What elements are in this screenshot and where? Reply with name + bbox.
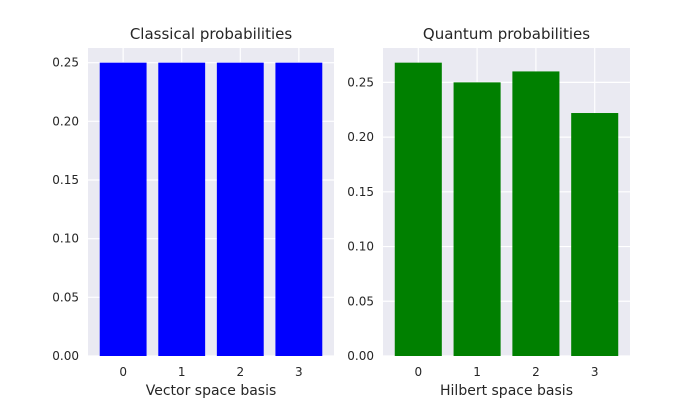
classical-y-tick-label: 0.10 xyxy=(52,232,79,246)
quantum-x-tick-label: 1 xyxy=(473,365,481,379)
classical-x-axis-label: Vector space basis xyxy=(146,383,277,399)
classical-bar-1 xyxy=(158,62,206,357)
classical-x-tick-labels: 0 1 2 3 xyxy=(119,365,302,379)
quantum-y-tick-label: 0.15 xyxy=(347,185,374,199)
classical-y-tick-label: 0.05 xyxy=(52,290,79,304)
quantum-x-tick-label: 0 xyxy=(414,365,422,379)
quantum-y-tick-label: 0.10 xyxy=(347,240,374,254)
classical-y-tick-label: 0.00 xyxy=(52,349,79,363)
classical-bar-3 xyxy=(275,62,323,357)
classical-x-tick-label: 1 xyxy=(178,365,186,379)
classical-chart: 0.00 0.05 0.10 0.15 0.20 0.25 0 1 2 3 Classical … xyxy=(52,25,334,399)
quantum-bar-2 xyxy=(512,71,560,356)
quantum-y-tick-label: 0.25 xyxy=(347,75,374,89)
classical-y-tick-label: 0.20 xyxy=(52,114,79,128)
quantum-bar-1 xyxy=(453,82,501,356)
classical-x-tick-label: 0 xyxy=(119,365,127,379)
quantum-bars xyxy=(394,62,619,357)
classical-x-tick-label: 3 xyxy=(295,365,303,379)
quantum-chart: 0.00 0.05 0.10 0.15 0.20 0.25 0 1 2 3 Quantum pr… xyxy=(347,25,630,399)
quantum-y-tick-label: 0.20 xyxy=(347,130,374,144)
classical-bar-0 xyxy=(99,62,147,357)
quantum-y-tick-labels: 0.00 0.05 0.10 0.15 0.20 0.25 xyxy=(347,75,374,363)
classical-y-tick-label: 0.25 xyxy=(52,56,79,70)
quantum-bar-0 xyxy=(394,62,442,357)
quantum-y-tick-label: 0.05 xyxy=(347,294,374,308)
quantum-x-tick-label: 3 xyxy=(591,365,599,379)
quantum-bar-3 xyxy=(571,113,619,356)
classical-chart-title: Classical probabilities xyxy=(130,25,293,43)
quantum-chart-title: Quantum probabilities xyxy=(423,25,590,43)
classical-y-tick-label: 0.15 xyxy=(52,173,79,187)
quantum-y-tick-label: 0.00 xyxy=(347,349,374,363)
classical-bars xyxy=(99,62,323,357)
quantum-x-axis-label: Hilbert space basis xyxy=(440,383,573,399)
classical-x-tick-label: 2 xyxy=(236,365,244,379)
quantum-x-tick-label: 2 xyxy=(532,365,540,379)
classical-y-tick-labels: 0.00 0.05 0.10 0.15 0.20 0.25 xyxy=(52,56,79,363)
classical-bar-2 xyxy=(216,62,264,357)
quantum-x-tick-labels: 0 1 2 3 xyxy=(414,365,598,379)
